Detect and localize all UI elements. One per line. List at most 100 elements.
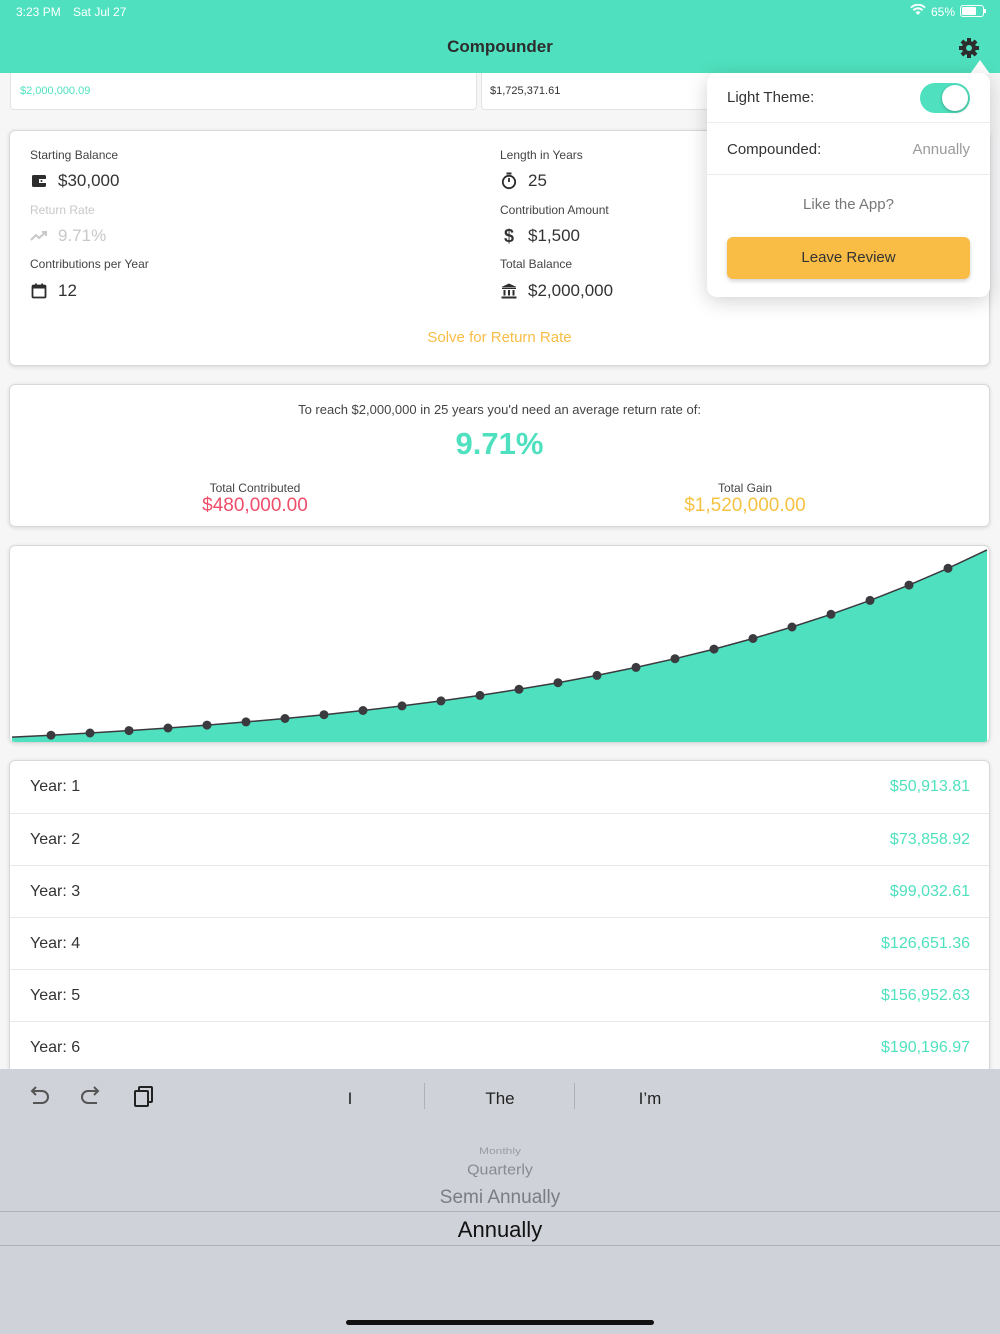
chart-point[interactable] <box>514 684 524 694</box>
chart-point[interactable] <box>670 654 680 664</box>
chart-point[interactable] <box>943 563 953 573</box>
total-contributed-value: $480,000.00 <box>202 495 308 516</box>
chart-point[interactable] <box>553 678 563 688</box>
chart-point[interactable] <box>46 730 56 740</box>
year-label: Year: 3 <box>30 882 81 900</box>
calendar-icon <box>30 282 48 300</box>
list-item[interactable]: Year: 1 $50,913.81 <box>10 761 989 813</box>
year-value: $156,952.63 <box>881 986 970 1004</box>
list-item[interactable]: Year: 3 $99,032.61 <box>10 865 989 917</box>
suggestion-2[interactable]: The <box>485 1089 515 1108</box>
result-sentence: To reach $2,000,000 in 25 years you'd ne… <box>298 402 701 417</box>
like-app-label: Like the App? <box>803 196 894 213</box>
picker-option[interactable]: Semi Annually <box>439 1187 561 1208</box>
contributions-per-year-label: Contributions per Year <box>30 257 149 271</box>
total-balance-field[interactable]: $2,000,000 <box>500 281 613 301</box>
paste-icon[interactable] <box>133 1085 155 1112</box>
chart-point[interactable] <box>436 696 446 706</box>
chart-point[interactable] <box>241 717 251 727</box>
keyboard-area: I The I’m Monthly Quarterly Semi Annuall… <box>0 1069 1000 1334</box>
chart-point[interactable] <box>904 580 914 590</box>
status-time: 3:23 PM <box>16 5 61 19</box>
suggestion-1[interactable]: I <box>347 1089 353 1108</box>
undo-icon[interactable] <box>27 1085 51 1112</box>
chart-point[interactable] <box>358 706 368 715</box>
chart-point[interactable] <box>202 720 212 730</box>
list-item[interactable]: Year: 2 $73,858.92 <box>10 813 989 865</box>
page-title: Compounder <box>447 37 553 56</box>
leave-review-button[interactable]: Leave Review <box>727 237 970 279</box>
year-list: Year: 1 $50,913.81 Year: 2 $73,858.92 Year… <box>9 760 990 1080</box>
chart-point[interactable] <box>631 662 641 672</box>
chart-point[interactable] <box>280 714 290 723</box>
year-value: $126,651.36 <box>881 934 970 952</box>
chart-point[interactable] <box>475 690 485 700</box>
compounded-value: Annually <box>912 140 970 158</box>
contributions-per-year-value: 12 <box>58 281 77 300</box>
chart-point[interactable] <box>748 634 758 643</box>
chart-point[interactable] <box>124 726 134 736</box>
chart-point[interactable] <box>397 701 407 711</box>
chart-point[interactable] <box>592 670 602 680</box>
contribution-amount-label: Contribution Amount <box>500 203 609 217</box>
growth-chart-card <box>9 545 990 743</box>
result-card: To reach $2,000,000 in 25 years you'd ne… <box>9 384 990 527</box>
list-item[interactable]: Year: 5 $156,952.63 <box>10 969 989 1021</box>
picker-selection-bottom <box>0 1245 1000 1246</box>
trending-up-icon <box>30 227 48 245</box>
solve-return-rate-button[interactable]: Solve for Return Rate <box>427 329 572 346</box>
tab-scenario-2-value: $1,725,371.61 <box>490 85 561 97</box>
total-contributed-label: Total Contributed <box>209 481 301 495</box>
theme-toggle[interactable] <box>920 82 970 113</box>
return-rate-label: Return Rate <box>30 203 95 217</box>
starting-balance-field[interactable]: $30,000 <box>30 171 119 191</box>
picker-option[interactable]: Quarterly <box>467 1162 533 1179</box>
year-label: Year: 4 <box>30 934 81 952</box>
starting-balance-label: Starting Balance <box>30 148 119 162</box>
chart-point[interactable] <box>787 622 797 632</box>
redo-icon[interactable] <box>79 1085 103 1112</box>
chart-point[interactable] <box>85 728 95 738</box>
contribution-amount-field[interactable]: $ $1,500 <box>500 226 580 246</box>
home-indicator <box>346 1320 654 1325</box>
tab-scenario-2[interactable]: $1,725,371.61 <box>481 73 721 110</box>
chart-point[interactable] <box>319 710 329 720</box>
bank-icon <box>500 282 518 300</box>
suggestion-divider <box>424 1083 425 1109</box>
year-label: Year: 6 <box>30 1038 81 1056</box>
compounded-row[interactable]: Compounded: Annually <box>707 124 990 175</box>
tab-scenario-1[interactable]: $2,000,000.09 <box>10 73 477 110</box>
starting-balance-value: $30,000 <box>58 171 120 190</box>
chart-point[interactable] <box>163 723 173 733</box>
suggestion-3[interactable]: I’m <box>638 1089 662 1108</box>
chart-line <box>11 549 988 738</box>
list-item[interactable]: Year: 6 $190,196.97 <box>10 1021 989 1073</box>
chart-point[interactable] <box>826 609 836 619</box>
tab-scenario-1-value: $2,000,000.09 <box>20 85 91 97</box>
chart-point[interactable] <box>709 644 719 654</box>
dollar-icon: $ <box>503 225 514 246</box>
total-balance-label: Total Balance <box>500 257 573 271</box>
length-years-field[interactable]: 25 <box>500 171 547 191</box>
total-gain-value: $1,520,000.00 <box>684 495 806 516</box>
list-item[interactable]: Year: 4 $126,651.36 <box>10 917 989 969</box>
picker-option[interactable]: Monthly <box>478 1145 522 1157</box>
year-label: Year: 1 <box>30 778 81 795</box>
gear-icon[interactable] <box>958 37 980 59</box>
status-date: Sat Jul 27 <box>73 5 127 19</box>
battery-percent: 65% <box>931 5 956 19</box>
compounded-label: Compounded: <box>727 140 822 158</box>
wifi-icon <box>910 3 926 19</box>
settings-popover: Light Theme: Compounded: Annually Like t… <box>707 73 990 297</box>
picker-selected-option[interactable]: Annually <box>457 1217 543 1242</box>
theme-label: Light Theme: <box>727 89 815 106</box>
year-value: $99,032.61 <box>889 882 970 900</box>
theme-row: Light Theme: <box>707 73 990 123</box>
contributions-per-year-field[interactable]: 12 <box>30 281 77 301</box>
year-value: $190,196.97 <box>881 1038 970 1056</box>
year-label: Year: 2 <box>30 830 81 848</box>
total-balance-value: $2,000,000 <box>528 281 614 300</box>
nav-bar: 3:23 PM Sat Jul 27 65% Compounder <box>0 0 1000 73</box>
return-rate-field[interactable]: 9.71% <box>30 226 106 246</box>
chart-point[interactable] <box>865 595 875 605</box>
